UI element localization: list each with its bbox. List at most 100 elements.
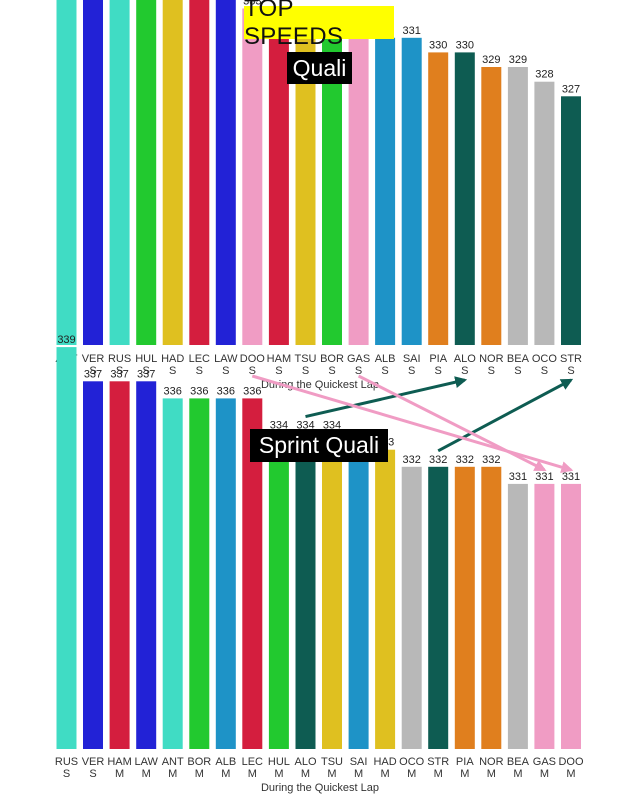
tick-label-tsu: TSU xyxy=(295,353,317,365)
tick-label-suffix-hul: S xyxy=(143,365,150,377)
tick-label-hul: HUL xyxy=(135,353,157,365)
tick-label-suffix-alb: S xyxy=(381,365,388,377)
bar-oco xyxy=(401,466,422,749)
tick-label-pia: PIA xyxy=(456,756,474,768)
bar-doo xyxy=(242,8,263,345)
tick-label-tsu: TSU xyxy=(321,756,343,768)
bar-doo xyxy=(561,483,581,749)
tick-label-bor: BOR xyxy=(187,756,211,768)
bar-hul xyxy=(268,432,289,749)
tick-label-suffix-had: M xyxy=(381,768,390,780)
tick-label-suffix-pia: M xyxy=(460,768,469,780)
x-axis-label-sprint-quali: During the Quickest Lap xyxy=(261,782,379,794)
quali-subtitle: Quali xyxy=(292,54,347,81)
data-label-pia: 330 xyxy=(429,39,447,51)
tick-label-suffix-lec: S xyxy=(196,365,203,377)
position-arrow-str xyxy=(437,378,574,453)
data-label-doo: 331 xyxy=(562,471,580,483)
data-label-nor: 329 xyxy=(482,54,500,66)
tick-label-ham: HAM xyxy=(267,353,291,365)
data-label-law: 337 xyxy=(137,368,155,380)
data-label-oco: 328 xyxy=(535,69,553,81)
bar-ham xyxy=(268,23,289,345)
tick-label-oco: OCO xyxy=(532,353,558,365)
tick-label-suffix-had: S xyxy=(169,365,176,377)
bar-ver xyxy=(83,0,103,345)
bar-tsu xyxy=(322,432,342,749)
tick-label-suffix-rus: S xyxy=(63,768,70,780)
tick-label-suffix-oco: S xyxy=(541,365,548,377)
bar-pia xyxy=(454,466,475,749)
tick-label-suffix-law: S xyxy=(222,365,229,377)
bar-rus xyxy=(56,347,77,749)
data-label-bea: 329 xyxy=(509,54,527,66)
tick-label-oco: OCO xyxy=(399,756,425,768)
tick-label-rus: RUS xyxy=(55,756,78,768)
data-label-str: 332 xyxy=(429,454,447,466)
tick-label-had: HAD xyxy=(161,353,184,365)
tick-label-ant: ANT xyxy=(162,756,184,768)
tick-label-suffix-bor: S xyxy=(328,365,335,377)
bar-str xyxy=(561,96,581,345)
tick-label-law: LAW xyxy=(134,756,158,768)
bar-alb xyxy=(375,37,396,346)
tick-label-suffix-doo: M xyxy=(566,768,575,780)
tick-label-sai: SAI xyxy=(350,756,368,768)
tick-label-doo: DOO xyxy=(558,756,584,768)
tick-label-suffix-ant: M xyxy=(168,768,177,780)
tick-label-suffix-tsu: M xyxy=(327,768,336,780)
tick-label-lec: LEC xyxy=(189,353,210,365)
bar-ant xyxy=(162,398,183,749)
data-label-nor: 332 xyxy=(482,454,500,466)
bar-bor xyxy=(189,398,210,749)
tick-label-suffix-str: S xyxy=(567,365,574,377)
tick-label-suffix-bea: S xyxy=(514,365,521,377)
bar-oco xyxy=(534,81,555,345)
tick-label-suffix-hul: M xyxy=(274,768,283,780)
data-label-ham: 337 xyxy=(110,368,128,380)
tick-label-suffix-nor: M xyxy=(487,768,496,780)
tick-label-suffix-law: M xyxy=(142,768,151,780)
tick-label-suffix-str: M xyxy=(434,768,443,780)
tick-label-sai: SAI xyxy=(403,353,421,365)
tick-label-suffix-ver: S xyxy=(89,365,96,377)
sprint-quali-subtitle: Sprint Quali xyxy=(258,432,380,458)
position-arrow-gas xyxy=(357,374,547,472)
data-label-alo: 330 xyxy=(456,39,474,51)
tick-label-ver: VER xyxy=(82,353,105,365)
tick-label-doo: DOO xyxy=(240,353,266,365)
bar-gas xyxy=(534,483,555,749)
tick-label-suffix-bea: M xyxy=(513,768,522,780)
bar-ham xyxy=(109,381,130,749)
tick-label-rus: RUS xyxy=(108,353,131,365)
chart-title: TOP SPEEDS xyxy=(244,0,344,50)
tick-label-suffix-lec: M xyxy=(248,768,257,780)
data-label-hul: 334 xyxy=(270,420,288,432)
bar-bea xyxy=(507,483,528,749)
tick-label-suffix-ver: S xyxy=(89,768,96,780)
bar-nor xyxy=(481,466,502,749)
tick-label-suffix-ham: S xyxy=(275,365,282,377)
tick-label-suffix-tsu: S xyxy=(302,365,309,377)
data-label-str: 327 xyxy=(562,83,580,95)
tick-label-gas: GAS xyxy=(533,756,556,768)
tick-label-ver: VER xyxy=(82,756,105,768)
data-label-lec: 336 xyxy=(243,385,261,397)
tick-label-ham: HAM xyxy=(107,756,131,768)
tick-label-suffix-bor: M xyxy=(195,768,204,780)
tick-label-bea: BEA xyxy=(507,756,530,768)
data-label-sai: 331 xyxy=(403,25,421,37)
data-label-pia: 332 xyxy=(456,454,474,466)
tick-label-suffix-gas: M xyxy=(540,768,549,780)
tick-label-suffix-nor: S xyxy=(488,365,495,377)
position-arrow-doo xyxy=(251,374,574,473)
bar-gas xyxy=(348,23,369,345)
bar-law xyxy=(136,381,157,749)
tick-label-gas: GAS xyxy=(347,353,370,365)
bar-law xyxy=(215,0,236,346)
tick-label-suffix-alb: M xyxy=(221,768,230,780)
bar-lec xyxy=(242,398,263,749)
bar-tsu xyxy=(295,23,316,345)
tick-label-alb: ALB xyxy=(215,756,236,768)
